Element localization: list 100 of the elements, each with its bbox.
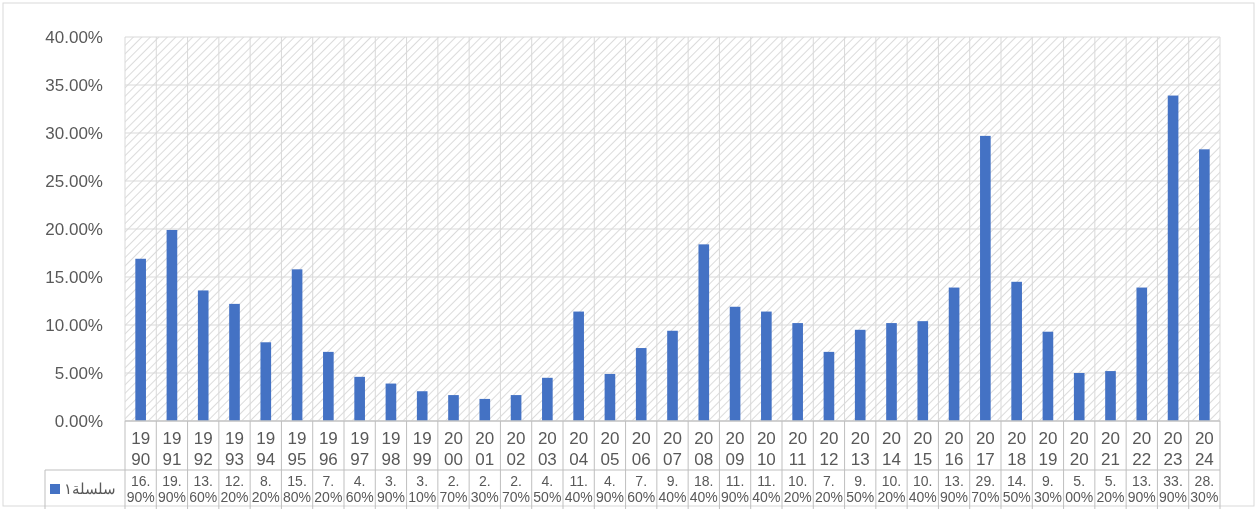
bar — [635, 348, 647, 421]
data-label: 7.60% — [627, 473, 656, 505]
x-tick-label: 1991 — [162, 429, 182, 469]
x-tick-label: 2022 — [1132, 429, 1152, 469]
bar — [1136, 287, 1148, 421]
bar — [698, 244, 710, 421]
bar — [385, 383, 397, 421]
data-label: 11.40% — [564, 473, 593, 505]
data-label: 18.40% — [689, 473, 718, 505]
x-tick-label: 2009 — [725, 429, 745, 469]
bar — [1105, 371, 1116, 421]
data-label: 2.30% — [470, 473, 499, 505]
x-tick-label: 2002 — [506, 429, 526, 469]
x-tick-label: 2023 — [1163, 429, 1183, 469]
bar — [854, 329, 866, 421]
bar — [291, 269, 303, 421]
x-tick-label: 1996 — [318, 429, 338, 469]
data-label: 14.50% — [1002, 473, 1031, 505]
bar — [1073, 373, 1085, 421]
data-label: 2.70% — [502, 473, 531, 505]
data-label: 9.40% — [658, 473, 687, 505]
y-tick-label: 30.00% — [45, 124, 103, 143]
bar — [886, 323, 897, 421]
bar — [229, 303, 240, 421]
data-label: 4.90% — [595, 473, 624, 505]
x-tick-label: 2001 — [475, 429, 495, 469]
bar — [729, 306, 741, 421]
bar — [1167, 95, 1179, 421]
data-label: 12.20% — [220, 473, 249, 505]
x-tick-label: 2007 — [663, 429, 682, 469]
x-tick-label: 2017 — [975, 429, 995, 469]
bar — [448, 395, 459, 421]
bar — [135, 258, 146, 421]
data-label: 10.20% — [877, 473, 906, 505]
data-label: 7.20% — [814, 473, 843, 505]
x-tick-label: 1993 — [225, 429, 244, 469]
bar — [667, 330, 678, 421]
data-label: 11.40% — [752, 473, 781, 505]
x-tick-label: 2010 — [756, 429, 776, 469]
data-label: 16.90% — [126, 473, 155, 505]
x-tick-label: 2008 — [694, 429, 714, 469]
x-tick-label: 1992 — [193, 429, 213, 469]
y-tick-label: 5.00% — [54, 364, 103, 383]
data-label: 3.90% — [376, 473, 405, 505]
data-label: 4.50% — [533, 473, 562, 505]
y-tick-label: 35.00% — [45, 76, 103, 95]
bar — [479, 398, 491, 421]
x-tick-label: 2019 — [1038, 429, 1058, 469]
data-label: 15.80% — [283, 473, 312, 505]
x-tick-label: 2013 — [850, 429, 870, 469]
bar — [323, 351, 334, 421]
data-label: 19.90% — [157, 473, 186, 505]
legend-label: سلسلة١ — [64, 480, 116, 497]
bar — [197, 290, 209, 421]
bar — [823, 351, 835, 421]
bar — [917, 321, 929, 421]
bar — [354, 376, 365, 421]
x-tick-label: 2005 — [600, 429, 620, 469]
x-tick-label: 1990 — [131, 429, 151, 469]
y-tick-label: 0.00% — [54, 412, 103, 431]
bar — [792, 323, 803, 421]
data-label: 29.70% — [971, 473, 1000, 505]
bar — [948, 287, 960, 421]
data-label: 9.50% — [846, 473, 875, 505]
x-tick-label: 1995 — [287, 429, 307, 469]
y-tick-label: 20.00% — [45, 220, 103, 239]
bar — [980, 135, 991, 421]
x-tick-label: 2016 — [944, 429, 964, 469]
x-tick-label: 2011 — [788, 429, 808, 469]
bar — [510, 395, 522, 421]
bar — [166, 229, 178, 421]
bar — [542, 377, 553, 421]
data-label: 8.20% — [251, 473, 280, 505]
x-tick-label: 2014 — [882, 429, 901, 469]
data-label: 33.90% — [1159, 473, 1188, 505]
data-label: 10.40% — [908, 473, 937, 505]
data-label: 5.20% — [1096, 473, 1125, 505]
data-label: 10.20% — [783, 473, 812, 505]
data-label: 4.60% — [345, 473, 374, 505]
x-tick-label: 2020 — [1069, 429, 1089, 469]
data-label: 5.00% — [1065, 473, 1094, 505]
x-tick-label: 1994 — [256, 429, 276, 469]
data-label: 13.90% — [940, 473, 969, 505]
x-tick-label: 1999 — [412, 429, 432, 469]
bar — [761, 311, 772, 421]
bar — [1042, 331, 1054, 421]
data-label: 9.30% — [1033, 473, 1062, 505]
bar — [604, 373, 616, 421]
data-label: 11.90% — [721, 473, 750, 505]
bar — [1199, 149, 1210, 421]
bar — [1011, 281, 1022, 421]
bar — [260, 342, 272, 421]
data-label: 7.20% — [314, 473, 343, 505]
y-tick-label: 15.00% — [45, 268, 103, 287]
data-label: 13.60% — [189, 473, 218, 505]
x-tick-label: 2003 — [537, 429, 557, 469]
x-tick-label: 2004 — [569, 429, 589, 469]
x-tick-label: 1997 — [350, 429, 370, 469]
data-label: 28.30% — [1190, 473, 1219, 505]
data-label: 13.90% — [1127, 473, 1156, 505]
